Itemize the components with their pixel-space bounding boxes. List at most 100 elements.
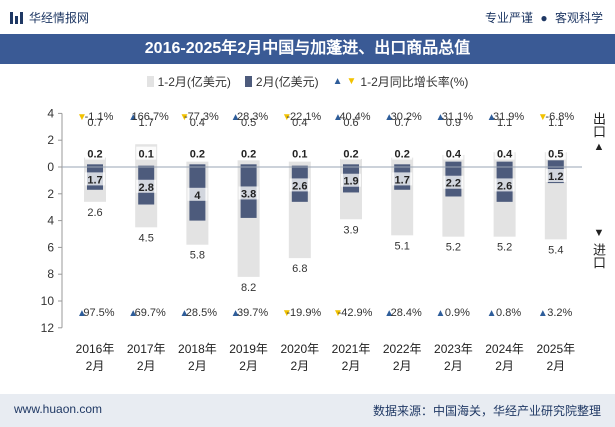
import-month-label-bg [238,186,259,200]
import-cumulative-label: 5.1 [395,240,410,252]
export-growth-label: 166.7% [132,111,170,123]
x-tick-label-month: 2月 [342,359,361,373]
export-month-bar [343,164,359,167]
export-month-label: 0.2 [241,149,256,161]
legend-label-month: 2月(亿美元) [255,74,319,89]
export-month-label: 0.1 [139,149,154,161]
export-growth-triangle-icon: ▲ [231,112,241,123]
legend-label-cumulative: 1-2月(亿美元) [157,74,231,89]
import-growth-triangle-icon: ▲ [538,308,548,319]
import-cumulative-label: 6.8 [292,263,307,275]
export-month-label: 0.4 [446,149,462,161]
slogan: 专业严谨 ● 客观科学 [485,9,603,26]
export-growth-triangle-icon: ▼ [282,112,292,123]
export-growth-label: -77.3% [184,111,219,123]
export-month-bar [240,164,257,167]
slogan-dot: ● [540,11,548,25]
x-tick-label-year: 2017年 [127,342,166,356]
import-growth-triangle-icon: ▲ [179,308,189,319]
export-label: 出口 [591,112,606,138]
import-cumulative-label: 2.6 [87,207,102,219]
y-tick-label: 8 [47,267,54,281]
export-month-label: 0.1 [292,149,307,161]
x-tick-label-year: 2022年 [383,342,422,356]
import-growth-label: -42.9% [338,307,373,319]
export-month-label-bg [341,146,361,160]
triangle-up-icon: ▲ [332,75,343,87]
import-growth-label: 0.8% [496,307,521,319]
import-month-label: 1.7 [395,174,410,186]
import-growth-label: 97.5% [83,307,114,319]
import-growth-triangle-icon: ▲ [128,308,138,319]
brand[interactable]: 华经情报网 [10,9,89,26]
export-cumulative-label: 0.4 [190,117,205,129]
export-cumulative-label: 1.1 [497,117,512,129]
logo-icon [10,11,24,24]
export-month-label: 0.2 [343,149,358,161]
export-month-label-bg [85,146,105,160]
import-month-label: 2.2 [446,178,461,190]
export-month-label: 0.2 [87,149,102,161]
y-tick-label: 0 [47,160,54,174]
import-month-label-bg [85,172,105,186]
x-tick-label-month: 2月 [444,359,463,373]
x-tick-label-year: 2024年 [485,342,524,356]
brand-name: 华经情报网 [29,11,90,25]
export-cumulative-bar [340,158,362,167]
export-month-bar [291,165,308,167]
import-month-label: 2.6 [292,180,307,192]
footer-url[interactable]: www.huaon.com [14,402,103,416]
export-cumulative-label: 0.6 [343,117,358,129]
y-tick-label: 10 [41,294,55,308]
export-growth-triangle-icon: ▲ [435,112,445,123]
import-growth-triangle-icon: ▲ [77,308,87,319]
export-cumulative-label: 0.5 [241,117,256,129]
export-growth-label: 40.4% [339,111,370,123]
export-cumulative-bar [391,157,414,167]
export-growth-triangle-icon: ▲ [487,112,497,123]
export-month-label-bg [238,146,259,160]
legend-item-month: 2月(亿美元) [244,73,319,90]
import-month-label: 1.7 [87,174,102,186]
import-growth-label: 3.2% [547,307,572,319]
import-growth-label: -19.9% [286,307,321,319]
import-month-label-bg [443,175,464,189]
export-growth-label: 30.2% [391,111,422,123]
triangle-down-icon: ▼ [346,75,357,87]
slogan-left: 专业严谨 [485,11,534,25]
export-month-bar [547,160,564,167]
x-tick-label-month: 2月 [495,359,514,373]
import-month-label: 2.6 [497,180,512,192]
top-bar: 华经情报网 专业严谨 ● 客观科学 [0,0,615,34]
import-growth-triangle-icon: ▲ [487,308,497,319]
x-tick-label-month: 2月 [137,359,156,373]
export-cumulative-label: 0.9 [446,117,461,129]
import-growth-label: 0.9% [445,307,470,319]
export-month-label: 0.5 [548,149,563,161]
y-tick-label: 2 [47,187,54,201]
export-month-label-bg [443,146,464,160]
import-cumulative-label: 5.2 [446,242,461,254]
export-month-label-bg [494,146,515,160]
import-cumulative-label: 5.8 [190,250,205,262]
export-month-bar [445,161,462,167]
export-growth-label: 31.1% [442,111,473,123]
import-growth-triangle-icon: ▲ [384,308,394,319]
export-growth-triangle-icon: ▲ [128,112,138,123]
export-growth-triangle-icon: ▲ [384,112,394,123]
export-month-label-bg [289,146,310,160]
export-month-bar [87,164,103,167]
import-month-label-bg [545,169,566,183]
import-month-label-bg [341,173,361,187]
legend: 1-2月(亿美元) 2月(亿美元) ▲ ▼ 1-2月同比增长率(%) [0,70,615,92]
x-tick-label-year: 2020年 [280,342,319,356]
footer: www.huaon.com 数据来源：中国海关，华经产业研究院整理 [0,394,615,427]
import-month-label: 3.8 [241,188,256,200]
import-growth-triangle-icon: ▼ [282,308,292,319]
import-month-label-bg [392,172,413,186]
export-month-label-bg [545,146,566,160]
export-growth-label: -1.1% [85,111,114,123]
x-tick-label-year: 2016年 [76,342,115,356]
export-cumulative-label: 1.7 [139,117,154,129]
import-month-label: 2.8 [139,182,154,194]
